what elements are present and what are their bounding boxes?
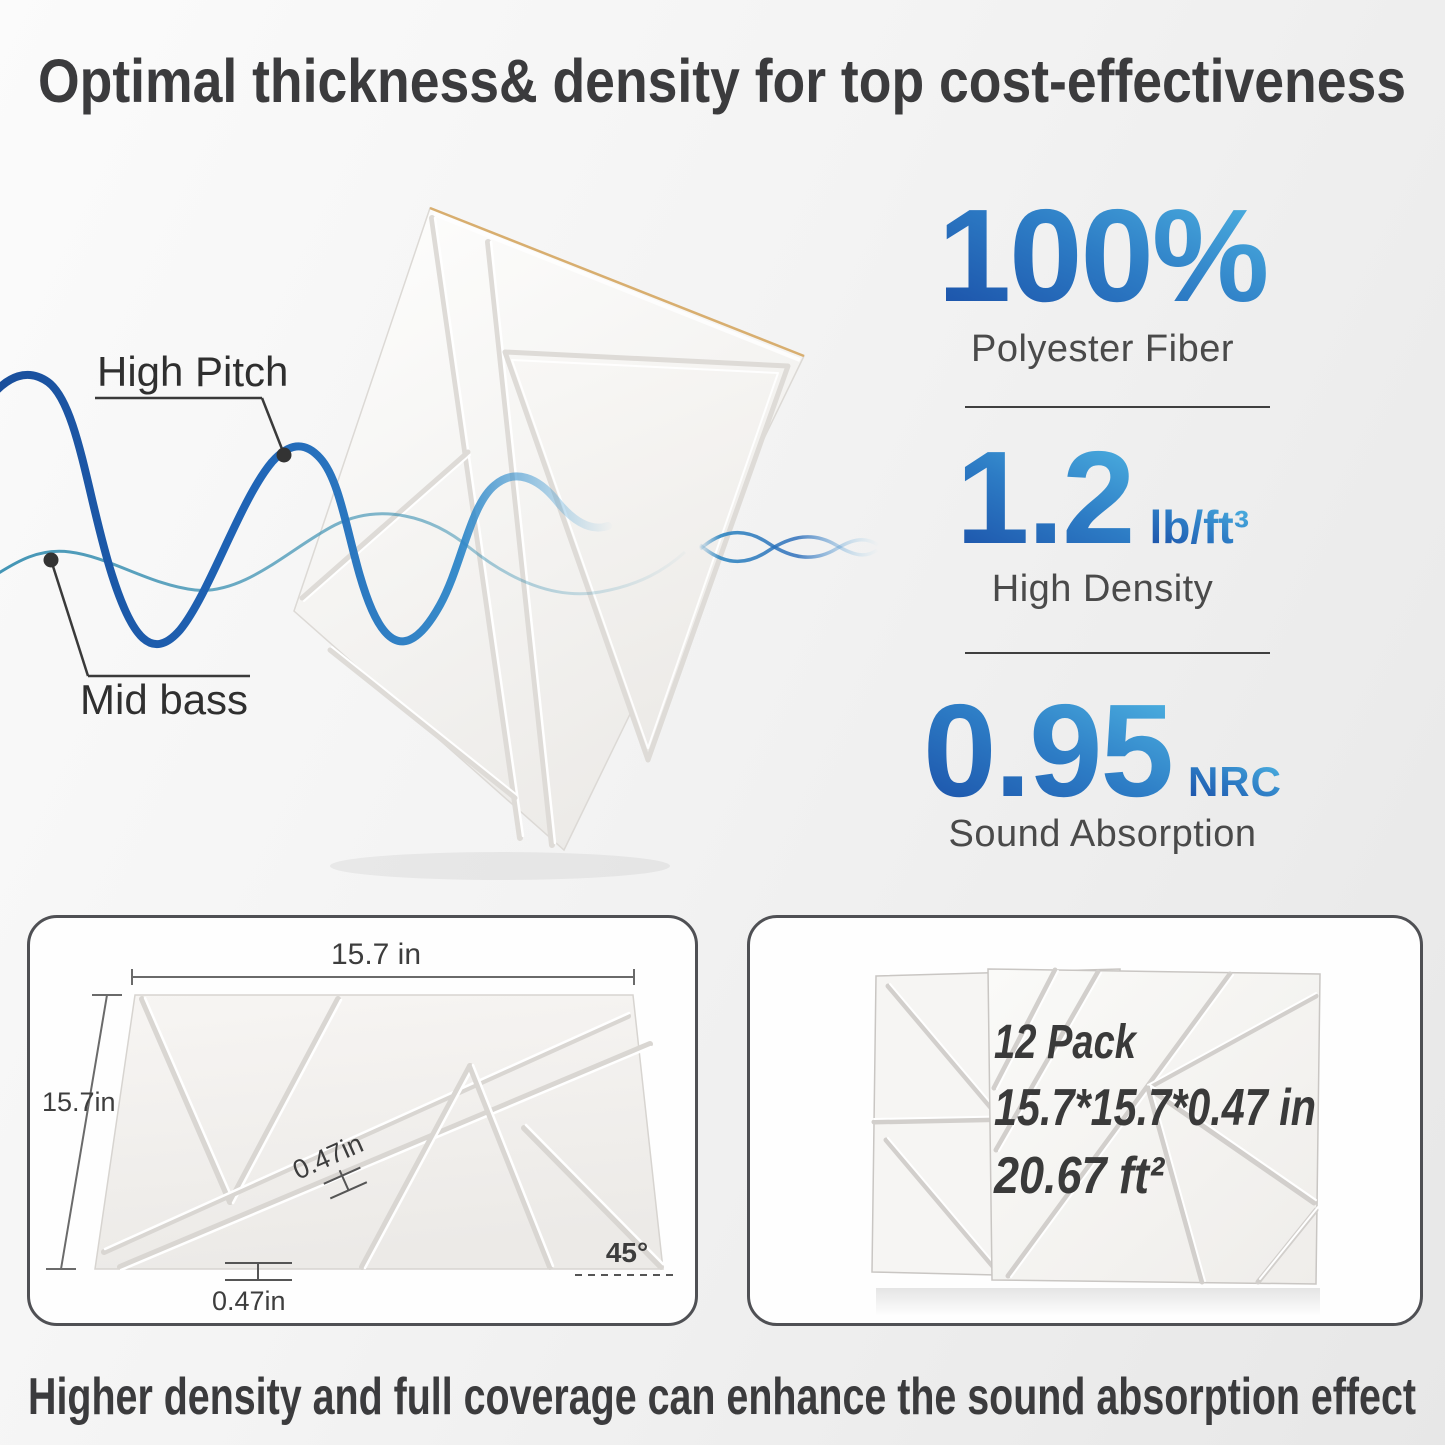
high-pitch-dot bbox=[276, 447, 292, 463]
height-dimension-line bbox=[46, 994, 122, 1270]
stat-nrc-unit: NRC bbox=[1187, 758, 1282, 805]
hero-diagram: High Pitch Mid bass bbox=[0, 206, 879, 880]
sound-wave-thick bbox=[0, 370, 612, 648]
width-dimension-line bbox=[131, 969, 635, 985]
panel-reflection bbox=[876, 1288, 1320, 1316]
panel-edge-highlight bbox=[433, 212, 801, 362]
stat-polyester-label: Polyester Fiber bbox=[970, 328, 1235, 370]
spec-panel-grooves bbox=[101, 996, 665, 1272]
panel-shadow bbox=[330, 852, 670, 880]
thickness-dimension bbox=[225, 1262, 292, 1281]
acoustic-panel-3d bbox=[293, 206, 806, 880]
stat-density-label: High Density bbox=[991, 568, 1214, 610]
pack-count-label: 12 Pack bbox=[994, 1016, 1138, 1069]
pack-area-label: 20.67 ft² bbox=[993, 1147, 1165, 1205]
stats-column: 100% Polyester Fiber 1.2 lb/ft³ High Den… bbox=[910, 0, 1295, 900]
mid-bass-dot bbox=[43, 552, 59, 568]
stat-nrc-label: Sound Absorption bbox=[948, 813, 1257, 855]
stat-nrc: 0.95 NRC bbox=[910, 685, 1295, 817]
stat-density-unit: lb/ft³ bbox=[1149, 501, 1250, 553]
width-dimension-label: 15.7 in bbox=[331, 938, 421, 971]
panel-edge-tan bbox=[429, 206, 805, 358]
stat-polyester-value: 100% bbox=[937, 182, 1270, 329]
stat-density: 1.2 lb/ft³ bbox=[910, 432, 1295, 564]
stats-divider-1 bbox=[965, 406, 1270, 408]
pack-info-box: 12 Pack 15.7*15.7*0.47 in 20.67 ft² bbox=[747, 915, 1423, 1326]
pack-panel-front bbox=[987, 967, 1321, 1285]
caption-text: Higher density and full coverage can enh… bbox=[28, 1368, 1416, 1426]
dimensions-diagram: 15.7 in 15.7in 0.47in bbox=[42, 938, 678, 1316]
stat-polyester: 100% bbox=[910, 190, 1295, 322]
panel-grooves bbox=[299, 215, 791, 848]
stat-nrc-value: 0.95 bbox=[923, 677, 1174, 824]
sound-wave-thin bbox=[0, 512, 687, 596]
sound-wave-exit bbox=[698, 530, 879, 564]
mid-bass-label: Mid bass bbox=[80, 676, 248, 723]
stats-divider-2 bbox=[965, 652, 1270, 654]
callout-mid-bass bbox=[49, 559, 250, 678]
high-pitch-label: High Pitch bbox=[97, 348, 288, 395]
pack-text: 12 Pack 15.7*15.7*0.47 in 20.67 ft² bbox=[993, 1016, 1316, 1205]
stat-density-value: 1.2 bbox=[955, 424, 1135, 571]
page-title: Optimal thickness& density for top cost-… bbox=[38, 47, 1406, 115]
pack-diagram: 12 Pack 15.7*15.7*0.47 in 20.67 ft² bbox=[871, 967, 1321, 1316]
caption-area: Higher density and full coverage can enh… bbox=[28, 1368, 1416, 1426]
thickness-dimension-label: 0.47in bbox=[212, 1286, 286, 1316]
title-area: Optimal thickness& density for top cost-… bbox=[38, 47, 1406, 115]
height-dimension-label: 15.7in bbox=[42, 1087, 116, 1117]
pack-size-label: 15.7*15.7*0.47 in bbox=[994, 1079, 1316, 1137]
dimensions-spec-box: 15.7 in 15.7in 0.47in bbox=[27, 915, 698, 1326]
callout-high-pitch bbox=[95, 396, 284, 450]
angle-label: 45° bbox=[606, 1237, 648, 1268]
